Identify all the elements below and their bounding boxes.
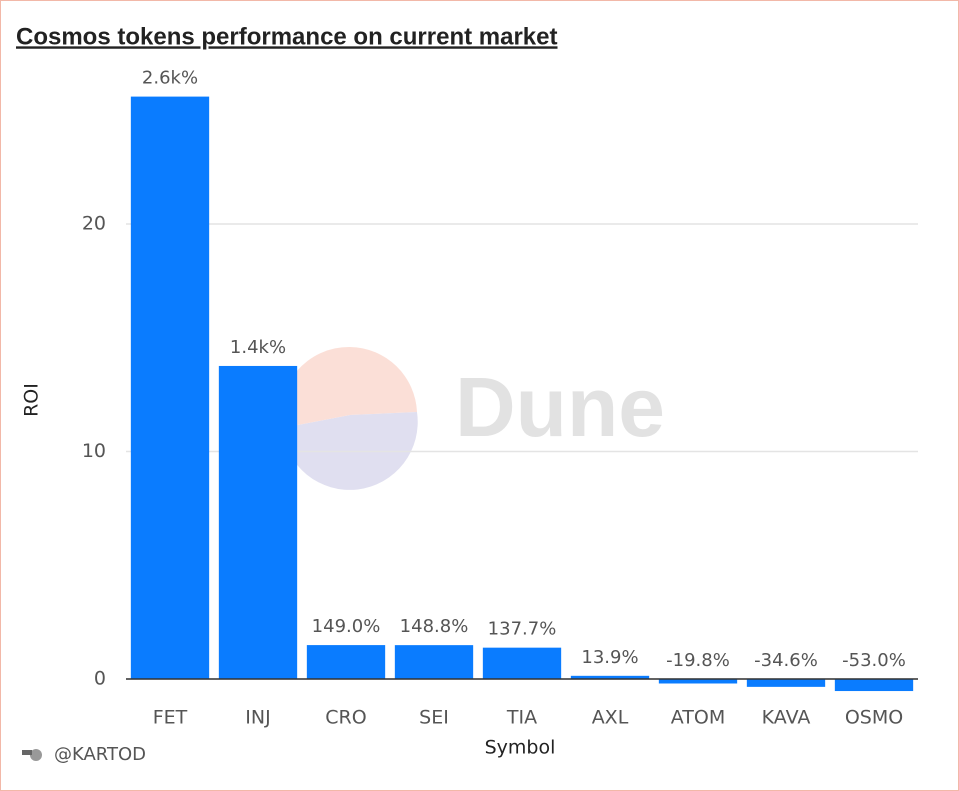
bar <box>130 96 210 679</box>
x-tick-label: TIA <box>506 707 537 729</box>
bar <box>394 645 474 679</box>
value-label: 13.9% <box>581 647 638 668</box>
x-tick-label: OSMO <box>845 707 903 729</box>
x-tick-label: KAVA <box>762 707 811 729</box>
value-label: 2.6k% <box>142 68 198 89</box>
credit-icon <box>22 749 42 761</box>
y-tick-label: 10 <box>82 440 106 462</box>
chart-title: Cosmos tokens performance on current mar… <box>16 23 558 50</box>
x-tick-label: SEI <box>419 707 449 729</box>
x-tick-label: CRO <box>325 707 366 729</box>
bar <box>570 675 650 679</box>
value-label: 149.0% <box>312 616 381 637</box>
watermark-text: Dune <box>455 360 665 454</box>
value-label: -19.8% <box>666 650 730 671</box>
credit: @KARTOD <box>54 744 146 765</box>
y-tick-label: 20 <box>82 212 106 234</box>
bar <box>306 645 386 679</box>
x-tick-label: AXL <box>592 707 629 729</box>
value-label: 1.4k% <box>230 337 286 358</box>
value-label: -53.0% <box>842 650 906 671</box>
x-axis-label: Symbol <box>485 737 556 759</box>
bar <box>658 678 738 684</box>
watermark: Dune <box>280 346 665 490</box>
value-label: -34.6% <box>754 650 818 671</box>
value-label: 137.7% <box>488 619 557 640</box>
y-tick-label: 0 <box>94 667 106 689</box>
value-label: 148.8% <box>400 616 469 637</box>
bar <box>218 365 298 679</box>
bar <box>746 678 826 687</box>
x-tick-label: ATOM <box>671 707 725 729</box>
bar <box>482 647 562 679</box>
x-tick-label: INJ <box>245 707 270 729</box>
bar <box>834 678 914 692</box>
x-tick-label: FET <box>153 707 188 729</box>
y-axis-label: ROI <box>21 383 43 417</box>
